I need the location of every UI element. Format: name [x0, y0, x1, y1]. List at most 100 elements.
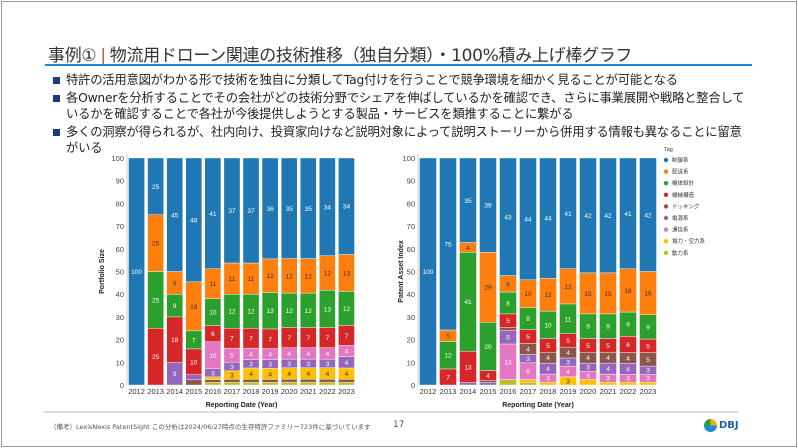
title-separator: |	[100, 46, 106, 66]
legend-marker	[663, 250, 669, 255]
data-label: 12	[544, 292, 552, 299]
data-label: 4	[466, 245, 470, 252]
bar-segment	[319, 379, 336, 383]
data-label: 7	[192, 337, 196, 344]
y-tick-label: 20	[116, 336, 124, 345]
page-title: 事例① | 物流用ドローン関連の技術推移（独自分類）・100%積み上げ棒グラフ	[48, 41, 632, 66]
data-label: 4	[326, 371, 330, 378]
x-tick-label: 2013	[147, 387, 164, 396]
bar-segment	[300, 381, 317, 386]
bar-segment	[319, 157, 336, 256]
bullet-item: 特許の活用意図がわかる形で技術を独自に分類してTag付けを行うことで競争環境を細…	[52, 72, 752, 89]
data-label: 4	[626, 366, 630, 373]
data-label: 7	[326, 335, 330, 342]
bar-segment	[280, 157, 298, 259]
legend-item: ドッキング	[672, 202, 700, 210]
data-label: 25	[152, 241, 160, 248]
bar-segment	[242, 379, 260, 383]
data-label: 4	[345, 348, 349, 355]
data-label: 8	[506, 300, 510, 307]
data-label: 100	[131, 269, 142, 276]
data-label: 5	[506, 335, 510, 342]
bar-segment	[261, 381, 279, 386]
data-label: 100	[423, 269, 434, 276]
data-label: 25	[152, 184, 160, 191]
bar-segment	[185, 157, 203, 283]
bar-segment	[261, 379, 279, 383]
x-tick-label: 2021	[300, 387, 317, 396]
bar-segment	[519, 157, 537, 281]
y-tick-label: 20	[407, 336, 415, 345]
bar-segment	[479, 157, 497, 253]
data-label: 12	[343, 306, 351, 313]
data-label: 3	[230, 373, 234, 380]
data-label: 4	[606, 366, 610, 373]
y-tick-label: 70	[116, 222, 124, 231]
data-label: 3	[326, 361, 330, 368]
data-label: 4	[586, 355, 590, 362]
data-label: 6	[211, 331, 215, 338]
bar-segment	[319, 381, 336, 386]
data-label: 45	[171, 212, 179, 219]
bar-segment	[223, 157, 241, 264]
bar-segment	[439, 157, 457, 331]
x-tick-label: 2012	[420, 387, 437, 396]
data-label: 4	[306, 351, 310, 358]
legend-marker	[663, 169, 669, 174]
x-tick-label: 2021	[600, 387, 617, 396]
data-label: 41	[624, 211, 632, 218]
data-label: 9	[586, 324, 590, 331]
y-tick-label: 80	[116, 199, 124, 208]
y-tick-label: 30	[407, 313, 415, 322]
data-label: 4	[566, 350, 570, 357]
bar-segment	[639, 157, 657, 272]
x-tick-label: 2015	[480, 387, 497, 396]
data-label: 42	[584, 213, 592, 220]
data-label: 5	[646, 357, 650, 364]
data-label: 3	[546, 376, 550, 383]
data-label: 42	[604, 213, 612, 220]
x-tick-label: 2019	[560, 387, 577, 396]
bar-segment	[223, 379, 241, 383]
data-label: 3	[606, 376, 610, 383]
y-tick-label: 100	[402, 154, 415, 163]
bar-segment	[204, 157, 222, 269]
bar-segment	[166, 157, 183, 272]
x-tick-label: 2014	[460, 387, 477, 396]
x-tick-label: 2019	[262, 387, 279, 396]
x-tick-label: 2013	[440, 387, 457, 396]
data-label: 11	[210, 281, 217, 288]
data-label: 25	[152, 297, 160, 304]
y-tick-label: 40	[116, 290, 124, 299]
data-label: 6	[506, 281, 510, 288]
x-tick-label: 2012	[128, 387, 145, 396]
data-label: 4	[326, 351, 330, 358]
data-label: 3	[586, 365, 590, 372]
data-label: 3	[306, 361, 310, 368]
legend-marker	[663, 239, 669, 244]
bar-segment	[300, 379, 317, 383]
data-label: 15	[604, 291, 612, 298]
bar-segment	[280, 381, 298, 386]
bar-segment	[599, 157, 617, 274]
data-label: 12	[324, 270, 332, 277]
data-label: 43	[504, 214, 512, 221]
bar-segment	[185, 374, 203, 381]
data-label: 41	[464, 299, 472, 306]
y-tick-label: 50	[407, 268, 415, 277]
data-label: 9	[173, 371, 177, 378]
x-tick-label: 2020	[281, 387, 298, 396]
data-label: 5	[566, 338, 570, 345]
bar-segment	[242, 381, 260, 386]
data-label: 37	[247, 208, 255, 215]
bar-segment	[261, 157, 279, 260]
data-label: 9	[626, 322, 630, 329]
data-label: 8	[526, 316, 530, 323]
legend-marker	[663, 227, 669, 232]
data-label: 10	[209, 353, 217, 360]
x-tick-label: 2016	[205, 387, 222, 396]
data-label: 4	[566, 369, 570, 376]
bar-segment	[223, 381, 241, 386]
data-label: 16	[624, 288, 632, 295]
data-label: 3	[586, 373, 590, 380]
